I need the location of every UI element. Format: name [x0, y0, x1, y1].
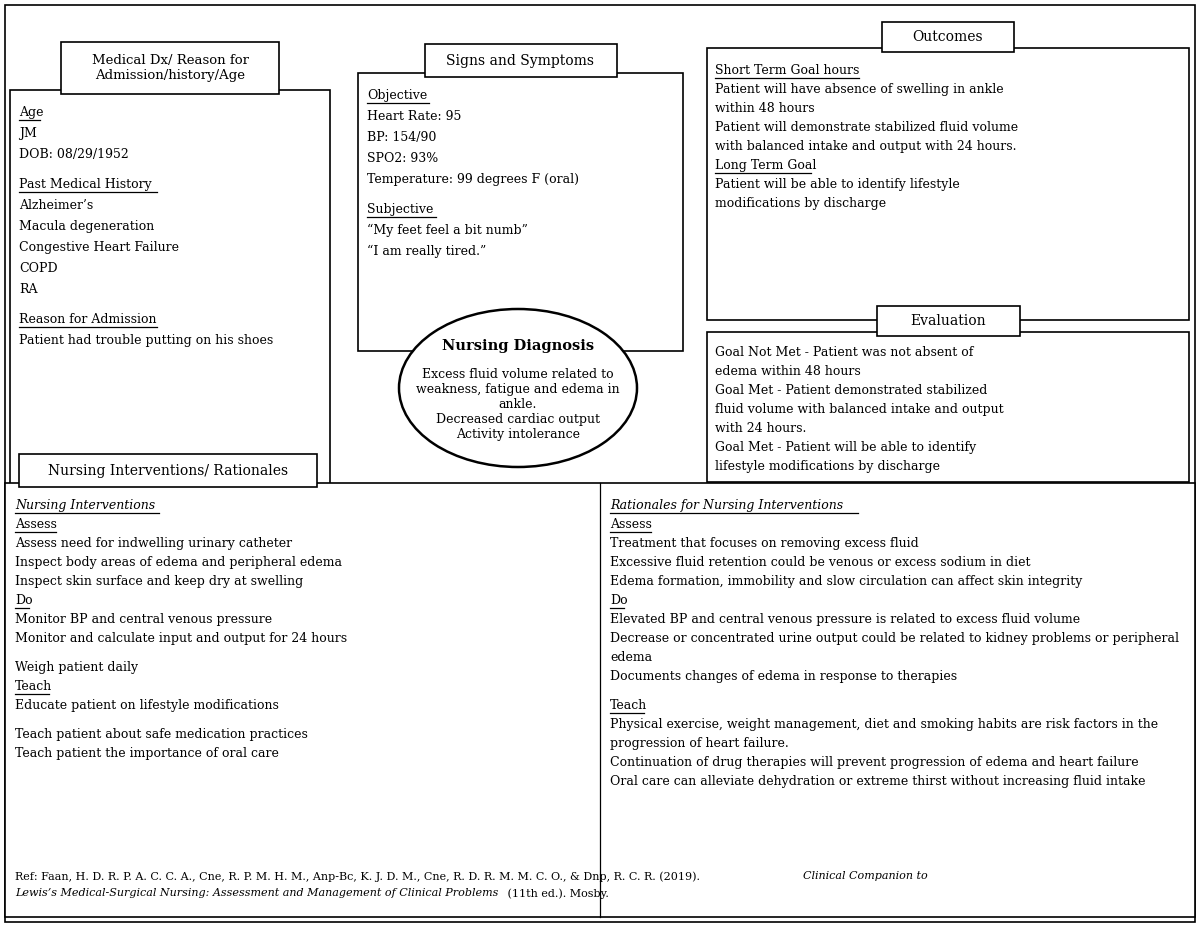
- Bar: [707, 48, 1189, 320]
- Text: Patient will have absence of swelling in ankle: Patient will have absence of swelling in…: [715, 83, 1003, 96]
- Text: Medical Dx/ Reason for
Admission/history/Age: Medical Dx/ Reason for Admission/history…: [91, 54, 248, 82]
- Text: lifestyle modifications by discharge: lifestyle modifications by discharge: [715, 460, 940, 473]
- Bar: [19, 454, 317, 487]
- Text: “I am really tired.”: “I am really tired.”: [367, 245, 486, 259]
- Text: Assess need for indwelling urinary catheter: Assess need for indwelling urinary cathe…: [14, 537, 292, 550]
- Text: Patient had trouble putting on his shoes: Patient had trouble putting on his shoes: [19, 334, 274, 347]
- Text: SPO2: 93%: SPO2: 93%: [367, 152, 438, 165]
- Text: JM: JM: [19, 127, 37, 140]
- Bar: [358, 73, 683, 351]
- Text: edema within 48 hours: edema within 48 hours: [715, 365, 860, 378]
- Text: Physical exercise, weight management, diet and smoking habits are risk factors i: Physical exercise, weight management, di…: [610, 718, 1158, 731]
- Bar: [882, 22, 1014, 52]
- Bar: [10, 90, 330, 485]
- Ellipse shape: [398, 309, 637, 467]
- Text: Decrease or concentrated urine output could be related to kidney problems or per: Decrease or concentrated urine output co…: [610, 632, 1178, 645]
- Text: modifications by discharge: modifications by discharge: [715, 197, 886, 210]
- Text: progression of heart failure.: progression of heart failure.: [610, 737, 788, 750]
- Text: Age: Age: [19, 106, 43, 119]
- Text: Excessive fluid retention could be venous or excess sodium in diet: Excessive fluid retention could be venou…: [610, 556, 1031, 569]
- Text: Objective: Objective: [367, 89, 427, 102]
- Text: (11th ed.). Mosby.: (11th ed.). Mosby.: [504, 888, 608, 898]
- Bar: [876, 306, 1020, 336]
- Text: BP: 154/90: BP: 154/90: [367, 131, 437, 144]
- Text: Educate patient on lifestyle modifications: Educate patient on lifestyle modificatio…: [14, 699, 278, 712]
- Text: Elevated BP and central venous pressure is related to excess fluid volume: Elevated BP and central venous pressure …: [610, 613, 1080, 626]
- Text: Outcomes: Outcomes: [913, 30, 983, 44]
- Text: Do: Do: [610, 594, 628, 607]
- Text: edema: edema: [610, 651, 652, 664]
- Text: Macula degeneration: Macula degeneration: [19, 220, 155, 233]
- Text: Ref: Faan, H. D. R. P. A. C. C. A., Cne, R. P. M. H. M., Anp-Bc, K. J. D. M., Cn: Ref: Faan, H. D. R. P. A. C. C. A., Cne,…: [14, 871, 703, 882]
- Text: within 48 hours: within 48 hours: [715, 102, 815, 115]
- Text: Continuation of drug therapies will prevent progression of edema and heart failu: Continuation of drug therapies will prev…: [610, 756, 1139, 769]
- Text: Treatment that focuses on removing excess fluid: Treatment that focuses on removing exces…: [610, 537, 919, 550]
- Text: Goal Met - Patient demonstrated stabilized: Goal Met - Patient demonstrated stabiliz…: [715, 384, 988, 397]
- Text: Teach: Teach: [14, 680, 53, 693]
- Text: Alzheimer’s: Alzheimer’s: [19, 199, 94, 212]
- Text: Lewis’s Medical-Surgical Nursing: Assessment and Management of Clinical Problems: Lewis’s Medical-Surgical Nursing: Assess…: [14, 888, 498, 898]
- Text: Patient will demonstrate stabilized fluid volume: Patient will demonstrate stabilized flui…: [715, 121, 1018, 134]
- Text: Nursing Diagnosis: Nursing Diagnosis: [442, 339, 594, 353]
- Text: COPD: COPD: [19, 262, 58, 275]
- Bar: [707, 332, 1189, 482]
- Text: Long Term Goal: Long Term Goal: [715, 159, 816, 172]
- Text: Documents changes of edema in response to therapies: Documents changes of edema in response t…: [610, 670, 958, 683]
- Text: Clinical Companion to: Clinical Companion to: [803, 871, 928, 881]
- Text: with 24 hours.: with 24 hours.: [715, 422, 806, 435]
- Text: with balanced intake and output with 24 hours.: with balanced intake and output with 24 …: [715, 140, 1016, 153]
- Text: Monitor and calculate input and output for 24 hours: Monitor and calculate input and output f…: [14, 632, 347, 645]
- Text: Goal Not Met - Patient was not absent of: Goal Not Met - Patient was not absent of: [715, 346, 973, 359]
- Text: Inspect skin surface and keep dry at swelling: Inspect skin surface and keep dry at swe…: [14, 575, 304, 588]
- Text: Short Term Goal hours: Short Term Goal hours: [715, 64, 859, 77]
- Text: Past Medical History: Past Medical History: [19, 178, 151, 191]
- Text: Monitor BP and central venous pressure: Monitor BP and central venous pressure: [14, 613, 272, 626]
- Text: Patient will be able to identify lifestyle: Patient will be able to identify lifesty…: [715, 178, 960, 191]
- Text: Signs and Symptoms: Signs and Symptoms: [446, 54, 594, 68]
- Text: Goal Met - Patient will be able to identify: Goal Met - Patient will be able to ident…: [715, 441, 977, 454]
- Text: Teach patient the importance of oral care: Teach patient the importance of oral car…: [14, 747, 278, 760]
- Bar: [425, 44, 617, 77]
- Text: Excess fluid volume related to
weakness, fatigue and edema in
ankle.
Decreased c: Excess fluid volume related to weakness,…: [416, 368, 620, 441]
- Text: Edema formation, immobility and slow circulation can affect skin integrity: Edema formation, immobility and slow cir…: [610, 575, 1082, 588]
- Text: “My feet feel a bit numb”: “My feet feel a bit numb”: [367, 224, 528, 237]
- Text: RA: RA: [19, 283, 37, 296]
- Text: Congestive Heart Failure: Congestive Heart Failure: [19, 241, 179, 254]
- Text: Oral care can alleviate dehydration or extreme thirst without increasing fluid i: Oral care can alleviate dehydration or e…: [610, 775, 1146, 788]
- Text: Assess: Assess: [14, 518, 56, 531]
- Bar: [5, 483, 1195, 917]
- Text: Assess: Assess: [610, 518, 652, 531]
- Text: Inspect body areas of edema and peripheral edema: Inspect body areas of edema and peripher…: [14, 556, 342, 569]
- Text: Teach: Teach: [610, 699, 647, 712]
- Text: Temperature: 99 degrees F (oral): Temperature: 99 degrees F (oral): [367, 173, 580, 186]
- Text: Nursing Interventions: Nursing Interventions: [14, 499, 155, 512]
- Text: Heart Rate: 95: Heart Rate: 95: [367, 110, 461, 123]
- Text: Evaluation: Evaluation: [910, 314, 986, 328]
- Text: Nursing Interventions/ Rationales: Nursing Interventions/ Rationales: [48, 464, 288, 477]
- Text: fluid volume with balanced intake and output: fluid volume with balanced intake and ou…: [715, 403, 1003, 416]
- Text: Teach patient about safe medication practices: Teach patient about safe medication prac…: [14, 728, 308, 741]
- Text: Weigh patient daily: Weigh patient daily: [14, 661, 138, 674]
- Text: Subjective: Subjective: [367, 203, 433, 216]
- Bar: [61, 42, 278, 94]
- Text: DOB: 08/29/1952: DOB: 08/29/1952: [19, 148, 128, 161]
- Text: Reason for Admission: Reason for Admission: [19, 313, 156, 326]
- Text: Do: Do: [14, 594, 32, 607]
- Text: Rationales for Nursing Interventions: Rationales for Nursing Interventions: [610, 499, 844, 512]
